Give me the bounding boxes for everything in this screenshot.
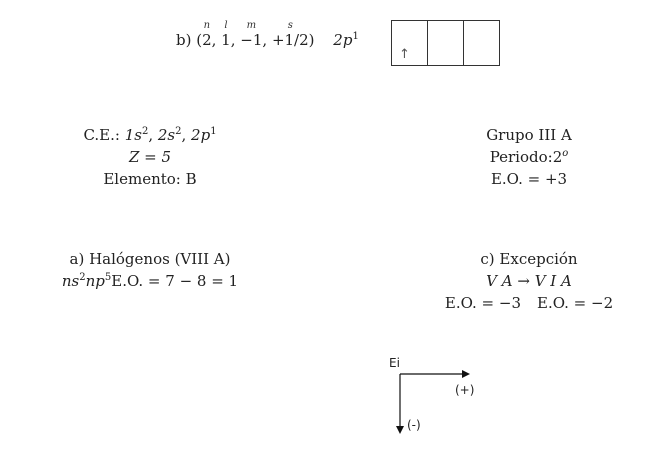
qn-s: s +1/2 (271, 20, 309, 49)
axis-label-negative: (-) (407, 418, 421, 432)
part-c-transition: V A → V I A (486, 272, 572, 290)
part-b-prefix: b) ( (176, 31, 203, 49)
part-a-block: a) Halógenos (VIII A) ns2np5E.O. = 7 − 8… (30, 248, 270, 292)
config-line: C.E.: 1s2, 2s2, 2p1 (83, 126, 217, 144)
axis-label-ei: Ei (389, 356, 400, 370)
period-line: Periodo:2o (489, 148, 569, 166)
atomic-number: Z = 5 (128, 148, 172, 166)
part-c-oxidation: E.O. = −3 E.O. = −2 (444, 294, 614, 312)
axes-diagram (396, 370, 470, 434)
config-block: C.E.: 1s2, 2s2, 2p1 Z = 5 Elemento: B (60, 124, 240, 190)
quantum-numbers-line: b) (n 2, l 1, m −1, s +1/2) 2p1 (176, 20, 359, 49)
part-a-title: a) Halógenos (VIII A) (69, 250, 231, 268)
element-name: Elemento: B (103, 170, 197, 188)
group-block: Grupo III A Periodo:2o E.O. = +3 (449, 124, 609, 190)
arrow-right-icon (462, 370, 470, 378)
part-a-formula: ns2np5E.O. = 7 − 8 = 1 (61, 272, 239, 290)
arrow-down-icon (396, 426, 404, 434)
orbital-boxes: ↑ (391, 20, 500, 66)
part-c-title: c) Excepción (480, 250, 578, 268)
part-c-block: c) Excepción V A → V I A E.O. = −3 E.O. =… (414, 248, 644, 314)
orbital-box-3 (464, 21, 499, 65)
group-line: Grupo III A (486, 126, 572, 144)
orbital-box-2 (428, 21, 464, 65)
orbital-box-1: ↑ (392, 21, 428, 65)
oxidation-state: E.O. = +3 (490, 170, 568, 188)
arrow-up-icon: ↑ (399, 47, 410, 62)
qn-m: m −1 (240, 20, 263, 49)
orbital-label: 2p (333, 31, 353, 49)
axis-label-positive: (+) (455, 383, 475, 397)
